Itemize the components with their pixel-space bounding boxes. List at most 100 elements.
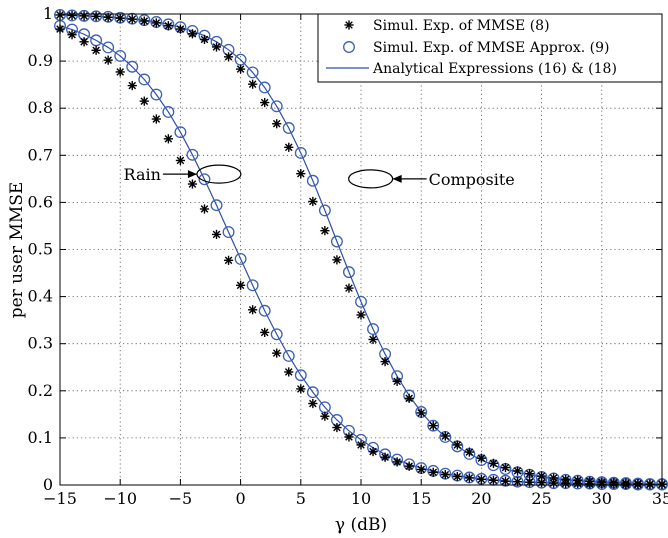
approx-point [222, 226, 235, 239]
exact-point [79, 11, 89, 21]
approx-point [90, 10, 103, 23]
approx-point [210, 199, 223, 212]
y-tick-label: 0.1 [28, 428, 53, 447]
x-tick-label: −5 [169, 489, 193, 508]
exact-point [452, 440, 462, 450]
approx-point [246, 66, 259, 79]
approx-point [330, 235, 343, 248]
exact-point [633, 478, 643, 489]
exact-point [356, 440, 366, 450]
approx-point [198, 173, 211, 186]
legend-asterisk-marker [344, 20, 354, 30]
approx-point [270, 328, 283, 341]
x-tick-label: 20 [471, 489, 491, 508]
exact-point [368, 446, 378, 457]
exact-point [67, 10, 77, 21]
approx-point [367, 323, 379, 336]
exact-point [380, 452, 390, 462]
x-tick-label: 30 [592, 489, 612, 508]
exact-point [223, 255, 234, 265]
exact-point [236, 64, 246, 74]
exact-point [151, 18, 161, 28]
annotation-label: Rain [124, 165, 161, 184]
exact-point [308, 398, 318, 409]
exact-point [500, 476, 511, 486]
approx-point [499, 474, 512, 487]
approx-point [102, 10, 115, 23]
exact-point [512, 466, 523, 476]
exact-point [464, 473, 474, 483]
x-tick-label: 35 [652, 489, 668, 508]
annotation-composite: Composite [348, 169, 515, 189]
legend-item-exact: Simul. Exp. of MMSE (8) [344, 18, 550, 34]
approx-point [282, 122, 295, 134]
approx-point [126, 12, 139, 25]
y-tick-label: 0 [43, 475, 53, 494]
exact-point [428, 421, 438, 431]
approx-point [282, 349, 295, 362]
approx-point [78, 9, 91, 22]
exact-point [549, 473, 559, 483]
exact-point [272, 119, 282, 129]
exact-point [573, 475, 583, 485]
exact-point [500, 462, 511, 473]
exact-point [488, 458, 499, 468]
y-axis-label: per user MMSE [7, 182, 27, 319]
exact-point [296, 169, 306, 179]
annotation-arrowhead [187, 170, 197, 179]
approx-point [258, 81, 271, 94]
exact-point [199, 204, 210, 214]
exact-point [320, 226, 330, 236]
legend-box [317, 13, 663, 83]
exact-point [452, 471, 462, 482]
legend-circle [343, 41, 355, 53]
exact-point [621, 478, 631, 488]
annotations: Rain Composite [124, 164, 515, 189]
exact-point [272, 348, 282, 358]
exact-point [440, 470, 450, 480]
exact-point [187, 179, 198, 189]
legend-asterisk [344, 20, 354, 30]
legend-label-exact: Simul. Exp. of MMSE (8) [373, 18, 550, 34]
exact-point [308, 196, 318, 207]
exact-point [392, 457, 402, 467]
exact-point [127, 14, 137, 24]
exact-point [356, 310, 366, 320]
exact-point [248, 305, 258, 315]
exact-point [488, 475, 499, 485]
x-axis-label: γ (dB) [335, 515, 387, 535]
approx-point [355, 295, 367, 308]
exact-point [428, 467, 438, 477]
exact-point [139, 16, 149, 26]
exact-point [609, 478, 619, 488]
exact-point [103, 55, 113, 65]
y-tick-label: 0.7 [28, 145, 53, 164]
exact-point [404, 461, 414, 471]
exact-point [404, 393, 414, 403]
approx-point [306, 174, 319, 187]
legend-label-analytical: Analytical Expressions (16) & (18) [372, 61, 617, 77]
x-tick-label: 5 [296, 489, 306, 508]
x-tick-label: 25 [531, 489, 551, 508]
y-tick-label: 0.9 [28, 51, 53, 70]
y-tick-label: 0.2 [28, 381, 53, 400]
exact-point [187, 29, 198, 39]
legend-circle-marker [343, 41, 355, 53]
exact-point [151, 114, 161, 124]
approx-point [294, 146, 307, 159]
ticks: −15 −10 −5 0 5 10 15 20 25 30 35 0 0.1 0.2 0.3 0.4 0.5 0.… [28, 4, 668, 508]
exact-point [127, 80, 137, 91]
approx-point [126, 60, 139, 73]
y-tick-label: 0.5 [28, 240, 53, 259]
exact-point [344, 432, 354, 442]
exact-point [561, 474, 571, 484]
exact-point [248, 79, 258, 89]
approx-point [174, 126, 187, 139]
approx-point [644, 478, 656, 491]
annotation-rain: Rain [124, 164, 242, 184]
approx-point [294, 369, 307, 382]
legend-label-approx: Simul. Exp. of MMSE Approx. (9) [373, 40, 610, 56]
exact-point [211, 42, 222, 52]
y-tick-label: 0.6 [28, 192, 53, 211]
